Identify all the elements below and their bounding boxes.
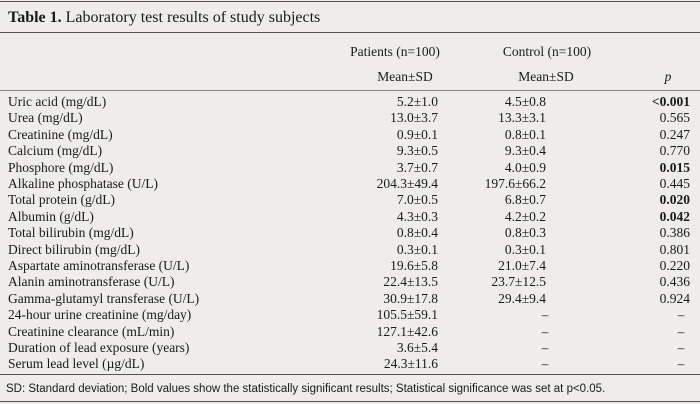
row-label: Alkaline phosphatase (U/L) <box>8 176 158 191</box>
cell: 105.5±59.1 <box>376 307 438 323</box>
title-label: Table 1. <box>8 9 62 26</box>
cell: 30.9±17.8 <box>383 290 438 306</box>
cell: 0.8±0.4 <box>396 225 438 241</box>
footnote: SD: Standard deviation; Bold values show… <box>6 383 606 395</box>
row-label: Total bilirubin (mg/dL) <box>8 225 134 241</box>
row-label: Alanin aminotransferase (U/L) <box>8 274 175 290</box>
cell: 0.220 <box>659 258 690 273</box>
cell: 4.5±0.8 <box>504 94 546 109</box>
row-label: Creatinine (mg/dL) <box>8 126 113 142</box>
cell: 21.0±7.4 <box>498 258 546 273</box>
cell: 4.2±0.2 <box>504 208 546 224</box>
cell: 9.3±0.4 <box>504 143 546 159</box>
cell: 22.4±13.5 <box>383 274 438 290</box>
cell: 4.0±0.9 <box>504 159 546 175</box>
cell: 13.0±3.7 <box>390 110 438 126</box>
cell: 29.4±9.4 <box>498 290 546 306</box>
cell: 5.2±1.0 <box>396 94 438 109</box>
cell: – <box>677 307 685 323</box>
row-label: Urea (mg/dL) <box>8 110 83 126</box>
row-label: Uric acid (mg/dL) <box>8 94 107 109</box>
row-label: Direct bilirubin (mg/dL) <box>8 241 140 257</box>
cell: 6.8±0.7 <box>504 192 546 208</box>
row-label: Duration of lead exposure (years) <box>8 340 190 355</box>
row-label: Phosphore (mg/dL) <box>8 159 114 175</box>
cell: <0.001 <box>651 94 690 109</box>
row-label: Gamma-glutamyl transferase (U/L) <box>8 290 200 306</box>
row-label: Serum lead level (µg/dL) <box>8 356 145 372</box>
row-label: Total protein (g/dL) <box>8 192 116 208</box>
cell: – <box>677 340 685 355</box>
cell: – <box>541 340 549 355</box>
cell: 23.7±12.5 <box>491 274 546 290</box>
rule <box>0 401 700 402</box>
cell: 0.565 <box>659 110 690 126</box>
cell: 197.6±66.2 <box>484 176 546 191</box>
cell: 0.8±0.1 <box>504 126 546 142</box>
cell: 9.3±0.5 <box>396 143 438 159</box>
cell: 0.9±0.1 <box>396 126 438 142</box>
cell: 0.015 <box>659 159 690 175</box>
table-title: Table 1. Laboratory test results of stud… <box>8 8 320 28</box>
cell: 0.445 <box>659 176 690 191</box>
cell: 0.801 <box>659 241 690 257</box>
cell: 13.3±3.1 <box>498 110 546 126</box>
cell: 3.6±5.4 <box>396 340 438 355</box>
cell: 0.770 <box>659 143 690 159</box>
cell: – <box>677 356 685 372</box>
cell: 204.3±49.4 <box>376 176 438 191</box>
cell: 19.6±5.8 <box>390 258 438 273</box>
rule <box>0 90 700 91</box>
sub-header: p <box>664 69 672 84</box>
cell: 4.3±0.3 <box>396 208 438 224</box>
cell: – <box>677 323 685 339</box>
cell: 0.247 <box>659 126 690 142</box>
cell: 0.020 <box>659 192 690 208</box>
cell: – <box>541 323 549 339</box>
cell: 0.3±0.1 <box>504 241 546 257</box>
cell: – <box>541 356 549 372</box>
cell: 24.3±11.6 <box>383 356 438 372</box>
rule <box>0 32 700 33</box>
cell: – <box>541 307 549 323</box>
title-text: Laboratory test results of study subject… <box>65 9 321 26</box>
cell: 0.3±0.1 <box>396 241 438 257</box>
group-header: Patients (n=100) <box>350 44 440 59</box>
cell: 0.924 <box>659 290 690 306</box>
cell: 0.386 <box>659 225 690 241</box>
sub-header: Mean±SD <box>377 69 433 84</box>
cell: 0.042 <box>659 208 690 224</box>
cell: 127.1±42.6 <box>376 323 438 339</box>
sub-header: Mean±SD <box>518 69 574 84</box>
rule <box>0 374 700 375</box>
group-header: Control (n=100) <box>502 44 592 59</box>
row-label: Calcium (mg/dL) <box>8 143 103 159</box>
cell: 0.436 <box>659 274 690 290</box>
rule <box>0 1 700 2</box>
row-label: Creatinine clearance (mL/min) <box>8 323 175 339</box>
cell: 7.0±0.5 <box>396 192 438 208</box>
row-label: 24-hour urine creatinine (mg/day) <box>8 307 192 323</box>
row-label: Albumin (g/dL) <box>8 208 94 224</box>
cell: 0.8±0.3 <box>504 225 546 241</box>
row-label: Aspartate aminotransferase (U/L) <box>8 258 190 273</box>
cell: 3.7±0.7 <box>396 159 438 175</box>
